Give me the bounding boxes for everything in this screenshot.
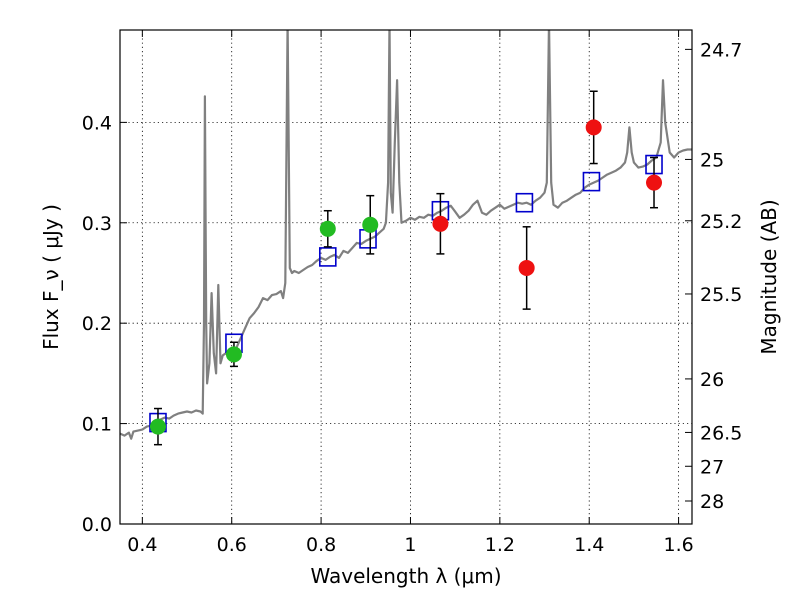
x-tick-label: 1.4 — [574, 534, 604, 556]
y2-tick-label: 26 — [700, 369, 724, 391]
photometry-point — [646, 174, 663, 191]
photometry-point — [225, 346, 242, 363]
x-tick-label: 0.6 — [217, 534, 247, 556]
plot-frame — [119, 29, 693, 525]
y2-tick-label: 27 — [700, 456, 724, 478]
photometry-point — [585, 119, 602, 136]
photometry-point — [518, 259, 535, 276]
y2-tick-label: 25.5 — [700, 284, 742, 306]
x-tick-label: 0.8 — [306, 534, 336, 556]
model-square — [318, 247, 337, 267]
y2-tick-label: 24.7 — [700, 39, 742, 61]
model-square — [582, 171, 601, 192]
y2-tick-label: 28 — [700, 491, 724, 513]
x-tick-label: 1.6 — [663, 534, 693, 556]
model-square — [515, 192, 534, 213]
y-tick-label: 0.2 — [82, 313, 112, 335]
x-tick-label: 1 — [404, 534, 416, 556]
x-tick-label: 1.2 — [485, 534, 515, 556]
axis-ticks: 0.4 0.6 0.8 1 1.2 1.4 1.6 0.0 0.1 0.2 0.3 0.4 24.7 25… — [82, 30, 742, 556]
y2-tick-label: 25 — [700, 149, 724, 171]
y-axis-label: Flux F_ν ( μJy ) — [39, 204, 63, 350]
x-axis-label: Wavelength λ (μm) — [310, 564, 501, 588]
plot-area — [120, 30, 692, 446]
y-tick-label: 0.1 — [82, 414, 112, 436]
spectrum-line — [120, 30, 692, 440]
y2-tick-label: 25.2 — [700, 211, 742, 233]
y2-axis-label: Magnitude (AB) — [757, 199, 781, 354]
y-tick-label: 0.0 — [82, 514, 112, 536]
x-tick-label: 0.4 — [127, 534, 157, 556]
y-tick-label: 0.3 — [82, 213, 112, 235]
photometry-point — [319, 220, 336, 237]
photometry-point — [432, 215, 449, 232]
grid — [120, 30, 692, 524]
photometry-point — [362, 216, 379, 233]
photometry-point — [149, 418, 166, 435]
y2-tick-label: 26.5 — [700, 422, 742, 444]
y-tick-label: 0.4 — [82, 112, 112, 134]
